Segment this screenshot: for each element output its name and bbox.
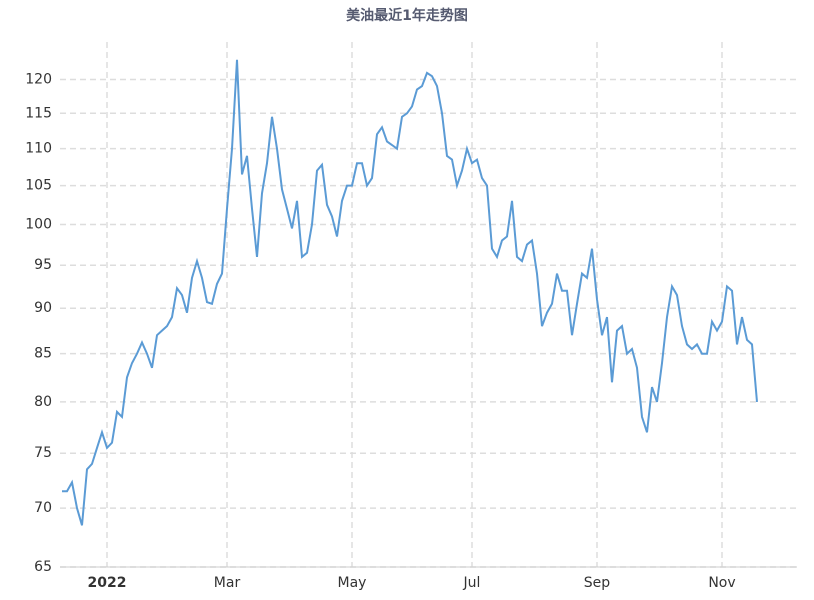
- x-tick-label: Nov: [708, 575, 735, 591]
- x-tick-label: Mar: [214, 575, 241, 591]
- x-tick-label: Jul: [463, 575, 481, 591]
- y-tick-label: 80: [34, 394, 52, 410]
- y-tick-label: 100: [25, 216, 52, 232]
- x-tick-label: 2022: [88, 575, 127, 591]
- y-tick-label: 90: [34, 300, 52, 316]
- chart-title: 美油最近1年走势图: [346, 7, 468, 24]
- y-tick-label: 95: [34, 257, 52, 273]
- y-tick-label: 105: [25, 178, 52, 194]
- y-tick-label: 85: [34, 346, 52, 362]
- line-series: [62, 59, 758, 526]
- y-tick-label: 110: [25, 141, 52, 157]
- x-tick-label: Sep: [584, 575, 611, 591]
- y-tick-label: 70: [34, 500, 52, 516]
- y-tick-label: 115: [25, 105, 52, 121]
- y-tick-label: 75: [34, 445, 52, 461]
- x-tick-label: May: [338, 575, 367, 591]
- y-tick-label: 120: [25, 71, 52, 87]
- y-tick-label: 65: [34, 559, 52, 575]
